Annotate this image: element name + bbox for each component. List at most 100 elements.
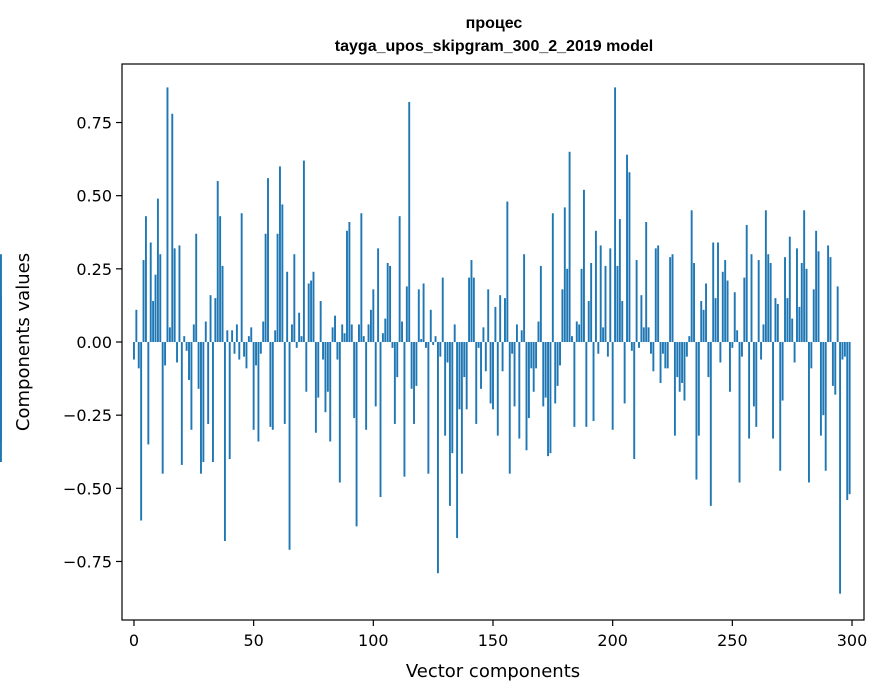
bar: [836, 286, 839, 342]
bar: [264, 233, 267, 342]
bar: [133, 342, 135, 360]
bar: [482, 327, 485, 342]
bar: [690, 210, 693, 342]
bar: [386, 262, 389, 342]
bar: [161, 342, 164, 474]
bar: [283, 342, 286, 424]
bar: [204, 321, 207, 342]
bar: [693, 262, 696, 342]
bar: [717, 242, 719, 342]
bar: [295, 342, 298, 348]
bar: [326, 342, 329, 392]
bar: [281, 204, 284, 342]
bar: [480, 342, 482, 389]
bar: [245, 342, 248, 369]
bar: [496, 342, 499, 436]
bar: [314, 342, 317, 433]
bar: [664, 342, 667, 369]
bar: [331, 327, 334, 342]
chart-subtitle: tayga_upos_skipgram_300_2_2019 model: [335, 38, 653, 55]
bar: [166, 87, 169, 342]
bar: [214, 298, 217, 342]
bar: [350, 324, 353, 342]
bar: [484, 342, 487, 372]
bar: [623, 342, 626, 404]
bar: [152, 301, 155, 342]
bar: [764, 210, 767, 342]
bar: [451, 342, 454, 454]
bar: [247, 336, 250, 342]
bar: [714, 298, 717, 342]
bar: [271, 342, 274, 430]
bar: [369, 309, 372, 342]
bar: [279, 166, 281, 342]
bar: [398, 216, 401, 342]
bar: [307, 283, 310, 342]
bar: [389, 265, 392, 342]
bar: [381, 333, 384, 342]
bar: [176, 342, 178, 363]
bar: [762, 324, 765, 342]
bar: [298, 312, 301, 342]
bar: [396, 342, 399, 378]
bar: [779, 342, 782, 471]
bar: [767, 254, 770, 342]
bar: [499, 295, 502, 342]
bar: [188, 342, 190, 381]
bar: [590, 262, 593, 342]
bar: [518, 342, 521, 439]
bar: [216, 181, 219, 342]
bar: [154, 274, 157, 342]
bar: [235, 324, 238, 342]
bar: [358, 324, 360, 342]
bar: [815, 230, 818, 342]
bar: [803, 210, 806, 342]
bar: [800, 262, 803, 342]
bar: [712, 242, 715, 342]
bar: [731, 342, 734, 348]
bar: [654, 248, 657, 342]
bar: [259, 342, 262, 354]
bar: [705, 283, 707, 342]
bar: [460, 342, 463, 474]
bar: [322, 342, 325, 360]
bar: [539, 265, 542, 342]
bar: [824, 342, 827, 471]
bar: [846, 342, 849, 501]
bar: [312, 271, 315, 342]
bar: [470, 260, 473, 342]
bar: [156, 198, 159, 342]
bar: [640, 295, 643, 342]
bar: [393, 342, 396, 424]
bar: [305, 342, 308, 392]
bar: [542, 342, 545, 407]
bar: [408, 102, 411, 342]
bar: [831, 342, 834, 386]
bar: [556, 342, 559, 386]
bar: [549, 342, 552, 454]
bar: [760, 342, 763, 360]
bar: [626, 154, 628, 342]
bar: [300, 336, 303, 342]
bar: [178, 245, 181, 342]
bar: [144, 216, 147, 342]
bar: [324, 342, 327, 413]
bar: [183, 336, 186, 342]
bar: [401, 321, 403, 342]
bar: [583, 189, 585, 342]
bar: [171, 113, 174, 342]
bar: [750, 254, 753, 342]
bar: [262, 321, 265, 342]
bar: [164, 342, 167, 366]
bar: [709, 342, 712, 506]
bar: [532, 342, 535, 392]
bar: [472, 277, 475, 342]
bar: [606, 342, 609, 357]
bar: [618, 219, 621, 342]
bar: [202, 342, 205, 462]
bar: [829, 257, 832, 342]
chart-title: процес: [466, 15, 523, 32]
bar: [752, 342, 755, 407]
bar: [494, 306, 497, 342]
